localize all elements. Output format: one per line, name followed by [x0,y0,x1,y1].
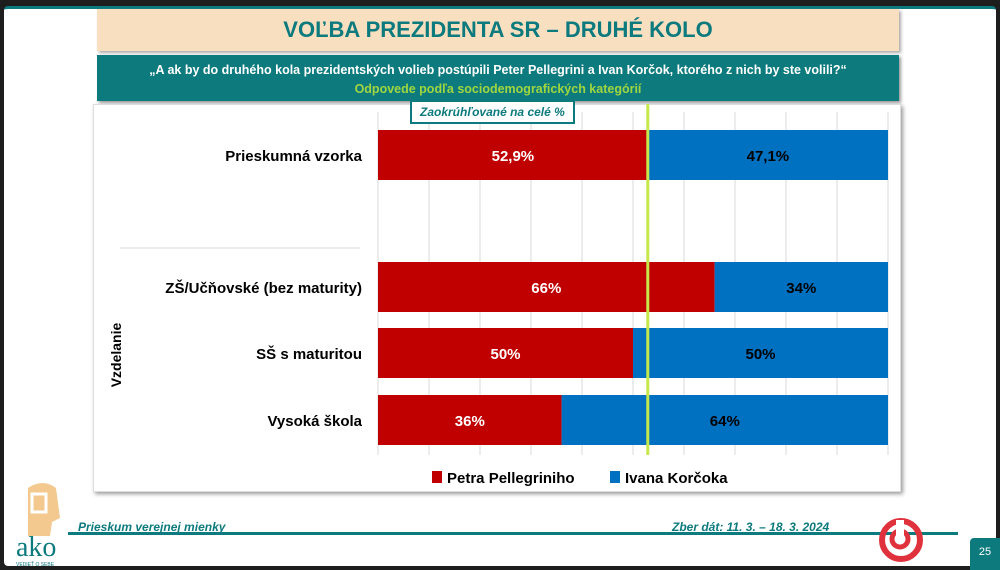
footer-left: Prieskum verejnej mienky [78,520,226,534]
bar-korcok [633,328,888,378]
data-label: 52,9% [492,148,535,165]
bar-pellegrini [378,262,715,312]
ako-logo: ako VEDIEŤ O SEBE [16,483,60,568]
data-label: 50% [745,346,775,363]
data-label: 36% [455,413,485,430]
bar-pellegrini [378,130,648,180]
bar-pellegrini [378,395,562,445]
data-label: 64% [710,413,740,430]
group-label: Vzdelanie [108,323,124,388]
question-banner: „A ak by do druhého kola prezidentských … [97,55,899,101]
data-label: 50% [490,346,520,363]
svg-text:VEDIEŤ O SEBE: VEDIEŤ O SEBE [16,560,55,568]
footer-date: Zber dát: 11. 3. – 18. 3. 2024 [672,520,830,534]
page-title: VOĽBA PREZIDENTA SR – DRUHÉ KOLO [97,9,899,51]
bar-korcok [561,395,888,445]
legend-swatch [432,471,442,483]
data-label: 47,1% [747,148,790,165]
footer-divider [68,532,958,535]
bar-korcok [647,130,888,180]
rounding-note: Zaokrúhľované na celé % [410,100,575,124]
head-silhouette-icon [28,483,60,536]
category-label: Vysoká škola [267,413,362,430]
svg-text:ako: ako [16,532,56,563]
category-label: ZŠ/Učňovské (bez maturity) [165,279,362,297]
bar-pellegrini [378,328,633,378]
data-label: 66% [531,280,561,297]
spiral-logo-icon [879,518,923,562]
category-label: SŠ s maturitou [256,345,362,363]
category-label: Prieskumná vzorka [225,148,362,165]
legend-swatch [610,471,620,483]
data-label: 34% [786,280,816,297]
page-number: 25 [970,538,1000,570]
legend-label: Petra Pellegriniho [447,470,575,487]
legend-label: Ivana Korčoka [625,470,728,487]
subtitle: Odpovede podľa sociodemografických kateg… [354,82,642,96]
bar-korcok [714,262,888,312]
question-text: „A ak by do druhého kola prezidentských … [149,63,847,77]
